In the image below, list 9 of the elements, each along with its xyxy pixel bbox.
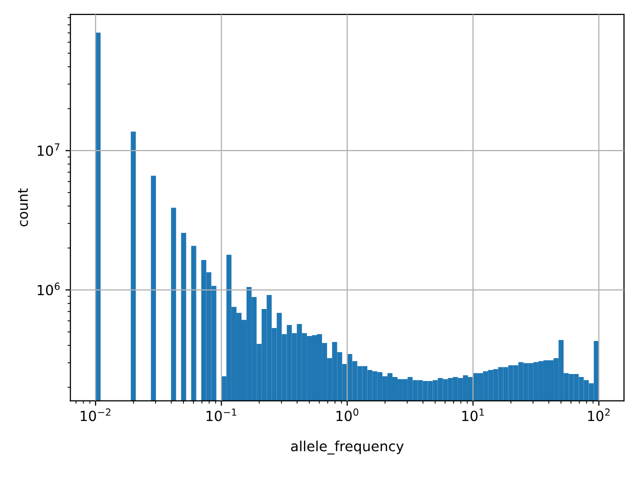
x-axis-title: allele_frequency <box>291 440 404 454</box>
y-tick-label: 10$^{6}$ <box>38 282 60 296</box>
y-axis-title: count <box>18 188 28 226</box>
x-tick-label: 10$^{1}$ <box>462 408 484 422</box>
x-tick-label: 10$^{−2}$ <box>80 408 110 422</box>
x-tick-label: 10$^{2}$ <box>588 408 610 422</box>
y-tick-label: 10$^{7}$ <box>38 143 60 156</box>
x-tick-label: 10$^{0}$ <box>336 408 358 422</box>
x-tick-label: 10$^{−1}$ <box>206 408 236 422</box>
